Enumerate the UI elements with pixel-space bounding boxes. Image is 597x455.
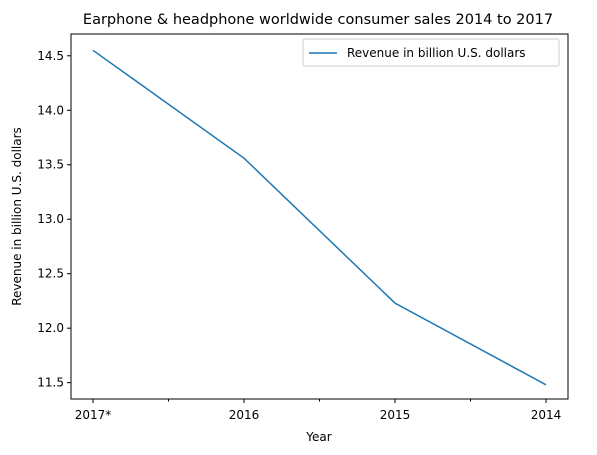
y-tick-label: 13.5 — [37, 158, 64, 172]
y-tick-label: 14.0 — [37, 103, 64, 117]
y-tick-label: 12.0 — [37, 321, 64, 335]
legend: Revenue in billion U.S. dollars — [302, 38, 560, 67]
x-tick-label: 2016 — [229, 408, 260, 422]
y-axis: 11.5 12.0 12.5 13.0 13.5 14.0 14.5 — [37, 49, 71, 390]
x-axis-title: Year — [305, 430, 331, 444]
y-tick-label: 14.5 — [37, 49, 64, 63]
y-axis-title: Revenue in billion U.S. dollars — [10, 127, 24, 306]
series-line-revenue — [92, 49, 547, 386]
x-tick-label: 2015 — [380, 408, 411, 422]
x-tick-label: 2017* — [75, 408, 112, 422]
x-tick-label: 2014 — [531, 408, 562, 422]
legend-box — [302, 38, 560, 67]
y-tick-label: 13.0 — [37, 212, 64, 226]
legend-label: Revenue in billion U.S. dollars — [347, 46, 526, 60]
y-tick-label: 12.5 — [37, 267, 64, 281]
chart-title: Earphone & headphone worldwide consumer … — [83, 12, 553, 28]
y-tick-label: 11.5 — [37, 376, 64, 390]
x-axis: 2017* 2016 2015 2014 — [75, 399, 562, 422]
